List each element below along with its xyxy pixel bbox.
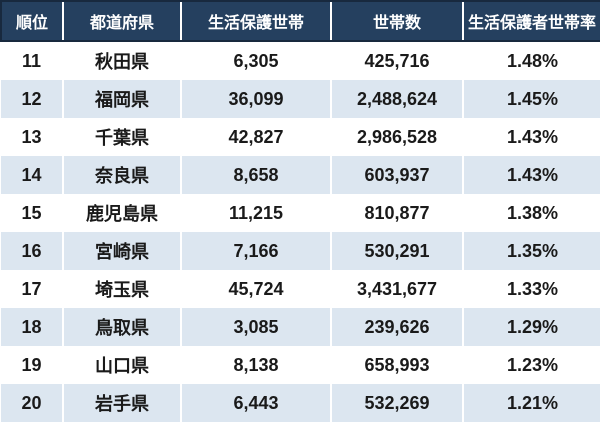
welfare-rate-cell: 1.23% bbox=[462, 346, 600, 384]
table-row: 12 福岡県 36,099 2,488,624 1.45% bbox=[1, 80, 600, 118]
prefecture-cell: 千葉県 bbox=[62, 118, 181, 156]
welfare-rate-cell: 1.29% bbox=[462, 308, 600, 346]
prefecture-cell: 奈良県 bbox=[62, 156, 181, 194]
households-cell: 3,431,677 bbox=[330, 270, 463, 308]
prefecture-cell: 秋田県 bbox=[62, 41, 181, 80]
table-row: 14 奈良県 8,658 603,937 1.43% bbox=[1, 156, 600, 194]
rank-cell: 12 bbox=[1, 80, 63, 118]
households-cell: 530,291 bbox=[330, 232, 463, 270]
welfare-households-cell: 11,215 bbox=[180, 194, 331, 232]
column-header-welfare-rate: 生活保護者世帯率 bbox=[462, 0, 600, 42]
welfare-rate-cell: 1.35% bbox=[462, 232, 600, 270]
welfare-households-cell: 36,099 bbox=[180, 80, 331, 118]
welfare-households-cell: 6,443 bbox=[180, 384, 331, 422]
column-header-prefecture: 都道府県 bbox=[62, 0, 181, 42]
table-row: 15 鹿児島県 11,215 810,877 1.38% bbox=[1, 194, 600, 232]
welfare-households-cell: 7,166 bbox=[180, 232, 331, 270]
households-cell: 2,488,624 bbox=[330, 80, 463, 118]
prefecture-cell: 山口県 bbox=[62, 346, 181, 384]
column-header-households: 世帯数 bbox=[330, 0, 463, 42]
prefecture-cell: 埼玉県 bbox=[62, 270, 181, 308]
households-cell: 425,716 bbox=[330, 41, 463, 80]
rank-cell: 13 bbox=[1, 118, 63, 156]
rank-cell: 17 bbox=[1, 270, 63, 308]
rank-cell: 11 bbox=[1, 41, 63, 80]
table-row: 13 千葉県 42,827 2,986,528 1.43% bbox=[1, 118, 600, 156]
rank-cell: 20 bbox=[1, 384, 63, 422]
welfare-rate-cell: 1.43% bbox=[462, 156, 600, 194]
table-row: 20 岩手県 6,443 532,269 1.21% bbox=[1, 384, 600, 422]
welfare-rate-cell: 1.45% bbox=[462, 80, 600, 118]
prefecture-cell: 福岡県 bbox=[62, 80, 181, 118]
welfare-rate-cell: 1.38% bbox=[462, 194, 600, 232]
households-cell: 532,269 bbox=[330, 384, 463, 422]
welfare-households-cell: 8,658 bbox=[180, 156, 331, 194]
welfare-households-cell: 3,085 bbox=[180, 308, 331, 346]
households-cell: 2,986,528 bbox=[330, 118, 463, 156]
welfare-rate-cell: 1.21% bbox=[462, 384, 600, 422]
rank-cell: 16 bbox=[1, 232, 63, 270]
table-row: 19 山口県 8,138 658,993 1.23% bbox=[1, 346, 600, 384]
welfare-rate-cell: 1.48% bbox=[462, 41, 600, 80]
prefecture-cell: 宮崎県 bbox=[62, 232, 181, 270]
rank-cell: 14 bbox=[1, 156, 63, 194]
prefecture-cell: 鳥取県 bbox=[62, 308, 181, 346]
rank-cell: 15 bbox=[1, 194, 63, 232]
prefecture-cell: 岩手県 bbox=[62, 384, 181, 422]
rank-cell: 19 bbox=[1, 346, 63, 384]
column-header-rank: 順位 bbox=[0, 0, 63, 42]
welfare-rate-cell: 1.43% bbox=[462, 118, 600, 156]
header-row: 順位 都道府県 生活保護世帯 世帯数 生活保護者世帯率 bbox=[0, 0, 600, 42]
table-row: 16 宮崎県 7,166 530,291 1.35% bbox=[1, 232, 600, 270]
households-cell: 603,937 bbox=[330, 156, 463, 194]
table-row: 11 秋田県 6,305 425,716 1.48% bbox=[1, 41, 600, 80]
households-cell: 658,993 bbox=[330, 346, 463, 384]
welfare-rate-cell: 1.33% bbox=[462, 270, 600, 308]
prefecture-cell: 鹿児島県 bbox=[62, 194, 181, 232]
welfare-households-cell: 6,305 bbox=[180, 41, 331, 80]
welfare-households-cell: 42,827 bbox=[180, 118, 331, 156]
households-cell: 810,877 bbox=[330, 194, 463, 232]
welfare-households-cell: 8,138 bbox=[180, 346, 331, 384]
welfare-households-cell: 45,724 bbox=[180, 270, 331, 308]
table-row: 18 鳥取県 3,085 239,626 1.29% bbox=[1, 308, 600, 346]
column-header-welfare-households: 生活保護世帯 bbox=[180, 0, 331, 42]
households-cell: 239,626 bbox=[330, 308, 463, 346]
table-row: 17 埼玉県 45,724 3,431,677 1.33% bbox=[1, 270, 600, 308]
rank-cell: 18 bbox=[1, 308, 63, 346]
